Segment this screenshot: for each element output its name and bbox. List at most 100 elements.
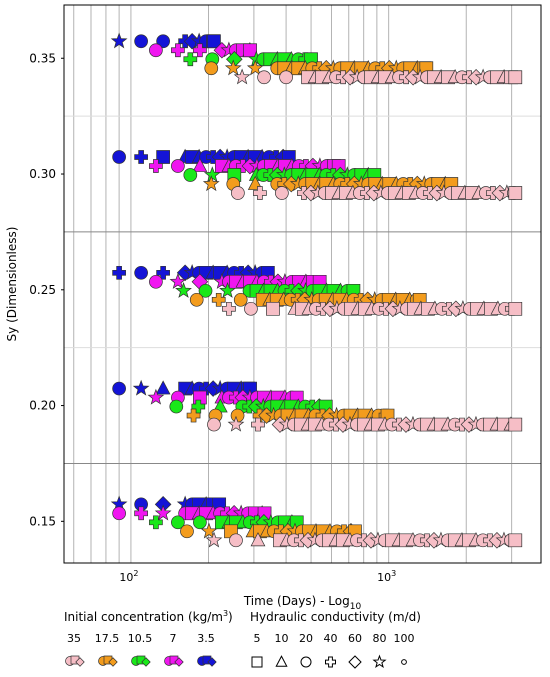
conductivity-marker-star (372, 654, 387, 669)
concentration-swatch (65, 655, 85, 667)
concentration-swatch (164, 655, 184, 667)
conductivity-marker-diamond (348, 655, 362, 669)
conductivity-marker-cross (325, 656, 336, 668)
x-tick-label: 102 (119, 569, 138, 584)
concentration-legend: Initial concentration (kg/m3) 35 17.5 10.5… (64, 609, 233, 667)
concentration-legend-label: 10.5 (128, 632, 153, 645)
conductivity-marker-circle (300, 656, 312, 668)
data-marker (207, 417, 221, 432)
data-marker (246, 59, 264, 76)
data-marker (233, 68, 251, 85)
data-marker (154, 504, 172, 521)
data-marker (156, 265, 170, 280)
data-marker (147, 388, 165, 405)
data-marker (508, 533, 523, 548)
data-marker (134, 150, 148, 164)
swatch-part (141, 657, 151, 667)
data-marker (250, 532, 266, 547)
data-marker (189, 292, 204, 307)
data-marker (112, 381, 126, 396)
swatch-part (207, 657, 217, 667)
concentration-legend-label: 7 (170, 632, 177, 645)
data-marker (257, 70, 271, 85)
conductivity-legend-title: Hydraulic conductivity (m/d) (250, 610, 421, 624)
series-0.15-35 (205, 531, 523, 549)
y-tick-label: 0.35 (29, 51, 56, 65)
concentration-legend-label: 35 (67, 632, 81, 645)
conductivity-legend-label: 20 (299, 632, 313, 645)
y-tick-label: 0.25 (29, 283, 56, 297)
data-marker (253, 186, 267, 200)
data-marker (112, 265, 126, 280)
conductivity-legend-label: 5 (254, 632, 261, 645)
concentration-legend-title-end: ) (228, 610, 233, 624)
data-marker (222, 301, 236, 316)
conductivity-marker-triangle (275, 655, 288, 667)
series-0.35-35 (233, 68, 523, 86)
x-axis-label: Time (Days) - Log10 (243, 594, 362, 612)
series-0.25-35 (222, 299, 523, 318)
group-separators (64, 231, 541, 464)
data-marker (229, 533, 243, 548)
data-marker (224, 59, 242, 76)
series-0.35-3.5 (110, 32, 221, 50)
y-axis-label: Sy (Dimensionless) (5, 227, 19, 342)
data-marker (231, 186, 245, 200)
series-0.3-35 (231, 184, 523, 202)
series-0.2-35 (207, 415, 523, 433)
data-marker (219, 281, 236, 298)
data-marker (134, 34, 148, 49)
conductivity-marker-small-circle (401, 659, 407, 665)
data-marker (200, 522, 218, 539)
data-marker (183, 168, 198, 182)
swatch-part (108, 657, 118, 667)
conductivity-legend-label: 100 (394, 632, 415, 645)
concentration-legend-label: 3.5 (197, 632, 215, 645)
data-marker (508, 301, 523, 316)
series-0.15-10.5 (149, 513, 304, 531)
data-marker (192, 157, 208, 172)
data-marker (156, 34, 170, 49)
conductivity-legend: Hydraulic conductivity (m/d) 5 10 20 40 60 80… (250, 610, 421, 669)
concentration-swatch (197, 655, 217, 667)
y-tick-labels: 0.15 0.20 0.25 0.30 0.35 (29, 51, 64, 528)
conductivity-legend-items: 5 10 20 40 60 80 100 (251, 632, 415, 669)
data-marker (134, 506, 148, 521)
data-marker (204, 61, 219, 76)
concentration-legend-items: 35 17.5 10.5 7 3.5 (65, 632, 217, 667)
swatch-part (174, 657, 184, 667)
data-marker (171, 43, 185, 58)
concentration-legend-title: Initial concentration (kg/m3) (64, 609, 233, 624)
data-marker (202, 175, 220, 192)
data-marker (149, 159, 163, 173)
data-marker (233, 292, 248, 307)
data-marker (193, 43, 207, 58)
x-axis-label-subscript: 10 (350, 602, 362, 612)
data-marker (205, 531, 223, 548)
swatch-part (75, 657, 85, 667)
data-marker (112, 150, 126, 164)
data-marker (183, 52, 198, 67)
x-axis-label-text: Time (Days) - Log (243, 594, 350, 608)
x-tick-labels: 102 103 (119, 569, 396, 584)
data-marker (251, 417, 265, 432)
y-tick-label: 0.30 (29, 167, 56, 181)
data-marker (110, 32, 128, 49)
plot-frame (63, 4, 542, 564)
data-marker (112, 506, 126, 521)
data-markers (110, 32, 523, 549)
concentration-legend-title-sup: 3 (223, 609, 228, 618)
data-marker (169, 399, 184, 414)
concentration-legend-label: 17.5 (95, 632, 120, 645)
concentration-legend-title-text: Initial concentration (kg/m (64, 610, 223, 624)
series-0.3-3.5 (112, 148, 296, 166)
y-tick-label: 0.20 (29, 399, 56, 413)
data-marker (186, 408, 201, 423)
data-marker (169, 272, 187, 289)
grid-lines (64, 5, 541, 563)
conductivity-legend-label: 60 (348, 632, 362, 645)
data-marker (149, 274, 163, 289)
data-marker (266, 301, 280, 316)
data-marker (134, 265, 148, 280)
